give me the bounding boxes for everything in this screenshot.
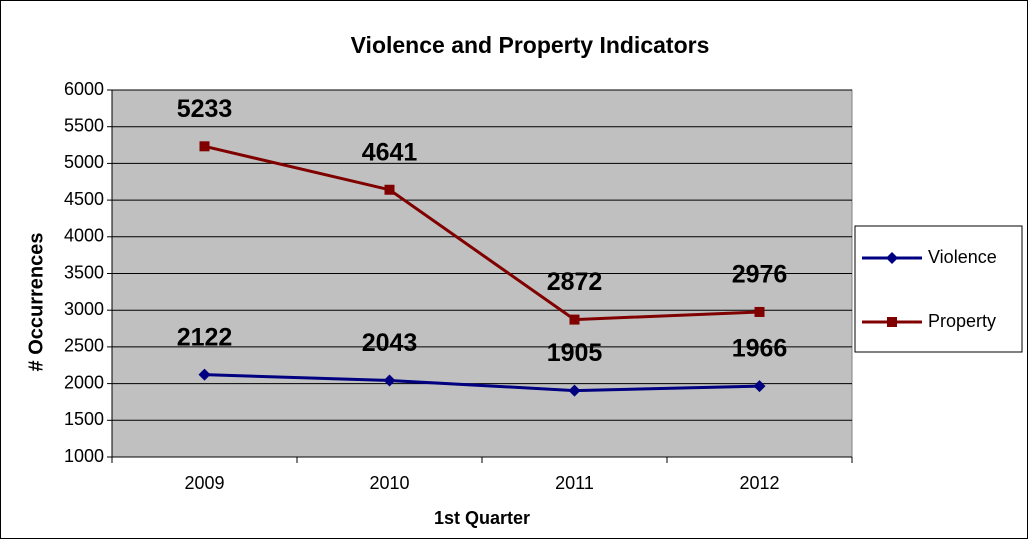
marker — [199, 141, 210, 152]
x-tick-label: 2012 — [739, 473, 779, 493]
marker — [569, 314, 580, 325]
data-label: 4641 — [362, 138, 418, 166]
x-tick-label: 2010 — [369, 473, 409, 493]
marker — [198, 368, 211, 381]
series-line — [204, 373, 760, 393]
marker — [754, 306, 765, 317]
x-axis-label: 1st Quarter — [434, 508, 530, 528]
y-tick-label: 5500 — [64, 115, 104, 135]
marker — [383, 374, 396, 387]
marker — [568, 384, 581, 397]
data-label: 5233 — [177, 95, 233, 123]
data-label: 2976 — [732, 261, 788, 289]
data-label: 1905 — [547, 339, 603, 367]
marker — [886, 252, 898, 264]
data-label: 2872 — [547, 268, 603, 296]
y-tick-label: 2000 — [64, 372, 104, 392]
series-line — [204, 144, 760, 322]
marker — [384, 184, 395, 195]
chart-title: Violence and Property Indicators — [351, 32, 710, 58]
y-tick-label: 1500 — [64, 409, 104, 429]
y-tick-label: 1000 — [64, 446, 104, 466]
y-tick-label: 6000 — [64, 79, 104, 99]
y-tick-label: 5000 — [64, 152, 104, 172]
y-tick-label: 4000 — [64, 226, 104, 246]
y-tick-label: 3000 — [64, 299, 104, 319]
legend-label: Violence — [928, 247, 997, 267]
y-tick-label: 4500 — [64, 189, 104, 209]
marker — [887, 317, 897, 327]
data-label: 2043 — [362, 329, 418, 357]
data-label: 2122 — [177, 323, 233, 351]
data-label: 1966 — [732, 335, 788, 363]
x-tick-label: 2011 — [555, 473, 594, 493]
legend — [854, 225, 1023, 353]
legend-label: Property — [928, 311, 996, 331]
y-tick-label: 3500 — [64, 262, 104, 282]
marker — [753, 380, 766, 393]
y-tick-label: 2500 — [64, 336, 104, 356]
y-axis-label: # Occurrences — [25, 233, 47, 372]
x-tick-label: 2009 — [184, 473, 224, 493]
